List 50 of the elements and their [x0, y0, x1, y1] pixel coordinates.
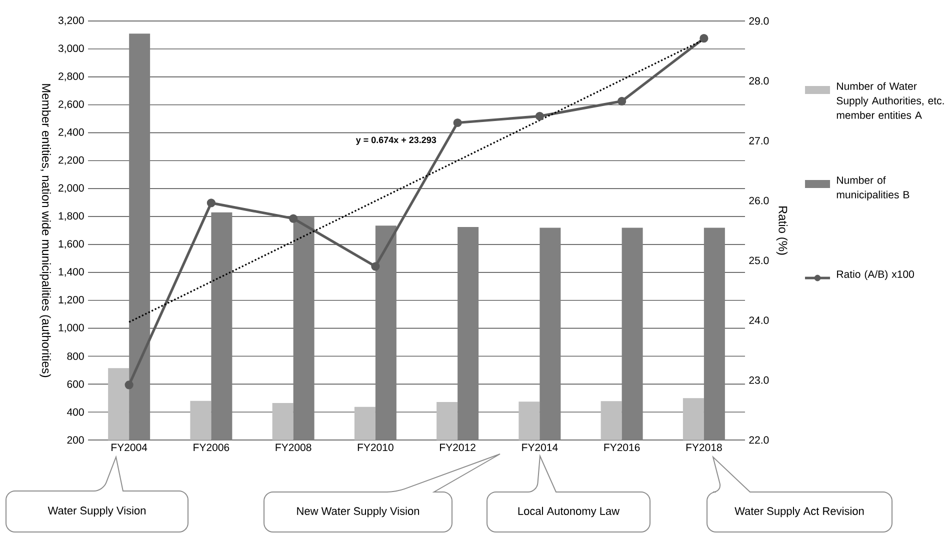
y2-tick-label: 24.0	[749, 316, 769, 324]
point	[535, 112, 544, 120]
y-tick-label: 1,600	[58, 240, 84, 249]
y2-tick-label: 26.0	[749, 196, 769, 204]
x-tick-label: FY2010	[358, 444, 394, 452]
point	[371, 262, 380, 271]
point	[289, 214, 298, 223]
y-tick-label: 1,400	[58, 268, 84, 277]
y2-axis-title: Ratio (%)	[776, 206, 788, 255]
x-tick-label: FY2016	[604, 444, 640, 452]
text: Local Autonomy Law	[518, 506, 620, 518]
x-tick-label: FY2004	[112, 444, 148, 452]
text: Water Supply Vision	[48, 506, 146, 517]
legend-label: Number of Water Supply Authorities, etc. member entities A	[836, 82, 944, 119]
point	[700, 34, 708, 43]
point	[453, 118, 462, 128]
y-tick-label: 2,000	[58, 184, 84, 193]
y2-tick-label: 23.0	[749, 376, 769, 384]
y-tick-label: 1,800	[58, 212, 84, 221]
y-tick-label: 400	[67, 408, 84, 416]
x-tick-label: FY2012	[440, 444, 476, 452]
y-tick-label: 2,200	[58, 156, 84, 165]
y-tick-label: 3,000	[58, 44, 84, 54]
y2-tick-label: 27.0	[749, 136, 769, 144]
y-tick-label: 2,600	[58, 100, 84, 110]
x-tick-label: FY2014	[522, 444, 558, 452]
point	[206, 198, 216, 208]
y2-tick-label: 25.0	[749, 256, 769, 264]
text: Water Supply Act Revision	[734, 506, 864, 518]
legend-label: Ratio (A/B) x100	[837, 270, 914, 280]
point	[618, 96, 626, 106]
y-tick-label: 2,800	[58, 72, 84, 82]
y2-tick-label: 28.0	[749, 77, 769, 85]
y-tick-label: 1,200	[58, 296, 84, 305]
x-tick-label: FY2018	[686, 444, 722, 452]
x-tick-label: FY2006	[194, 444, 230, 452]
y-tick-label: 600	[67, 380, 84, 388]
y-tick-label: 800	[67, 352, 84, 360]
y-tick-label: 1,000	[58, 324, 84, 333]
annotation: y = 0.674x + 23.293	[356, 136, 436, 145]
y2-tick-label: 29.0	[749, 17, 769, 25]
y2-tick-label: 22.0	[749, 436, 769, 444]
y-axis-title: Member entities, nation wide municipalities (authorities)	[40, 84, 51, 378]
x-tick-label: FY2008	[276, 444, 312, 452]
y-tick-label: 3,200	[58, 16, 84, 26]
y-tick-label: 2,400	[58, 128, 84, 138]
y-tick-label: 200	[67, 436, 84, 444]
text: New Water Supply Vision	[297, 506, 420, 518]
point	[124, 380, 134, 390]
legend-label: Number of municipalities B	[836, 176, 910, 200]
